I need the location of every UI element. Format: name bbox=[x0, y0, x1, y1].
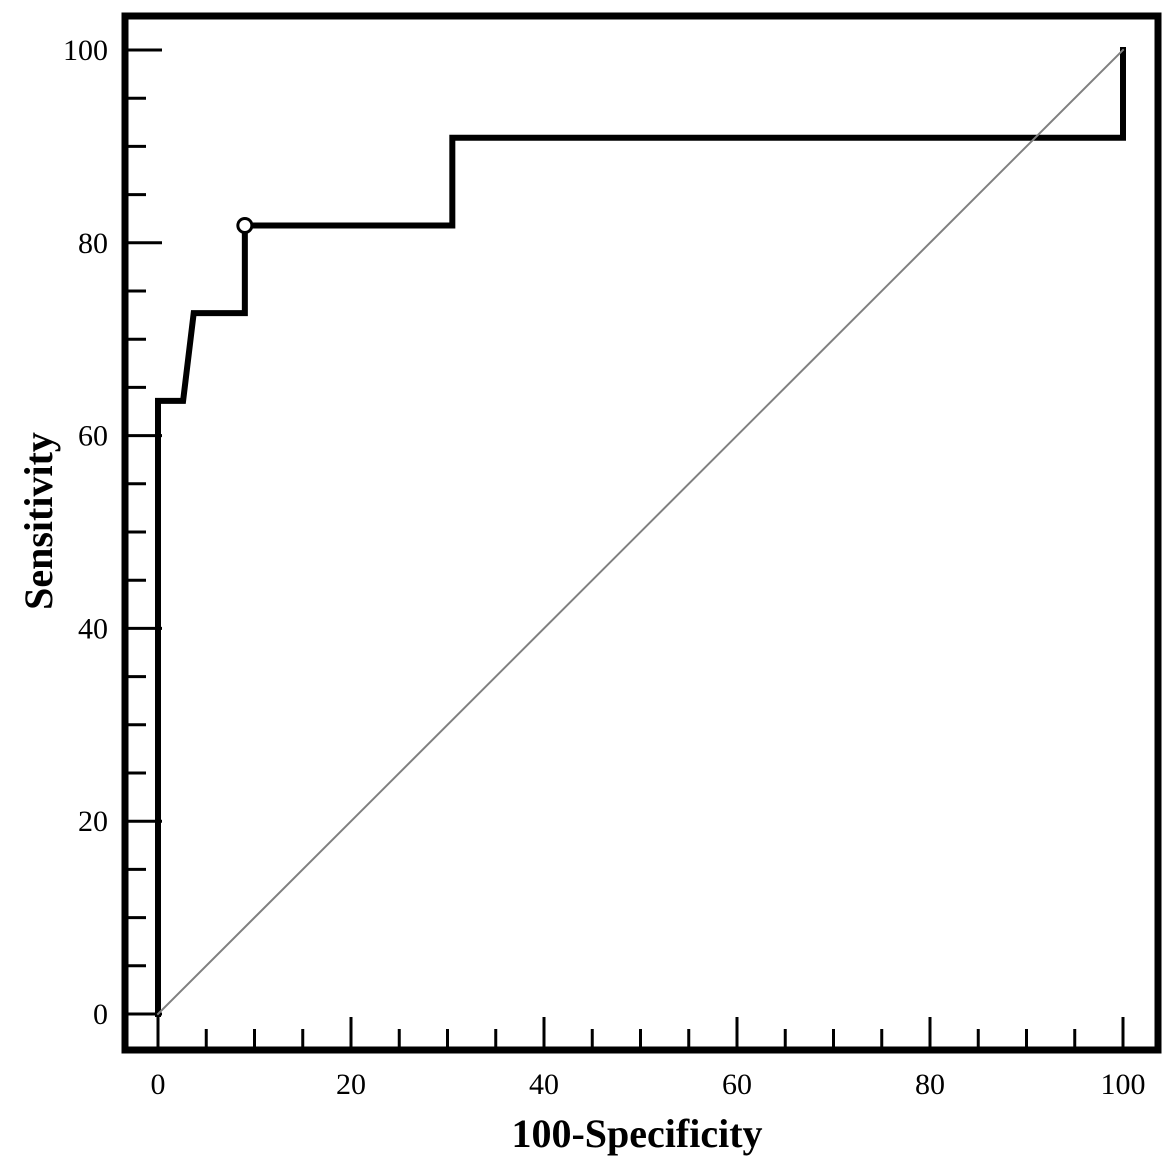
series-layer bbox=[155, 47, 1126, 1017]
reference-diagonal-line bbox=[156, 48, 1125, 1016]
x-axis-ticks bbox=[156, 1017, 1125, 1047]
x-tick-label: 80 bbox=[915, 1068, 945, 1101]
operating-point-marker bbox=[236, 216, 254, 234]
y-tick-label: 60 bbox=[78, 420, 108, 453]
y-axis-tick-labels: 0 20 40 60 80 100 bbox=[63, 34, 108, 1031]
x-tick-label: 0 bbox=[151, 1068, 166, 1101]
x-axis-title: 100-Specificity bbox=[511, 1111, 762, 1156]
y-axis-title: Sensitivity bbox=[16, 432, 61, 610]
x-axis-tick-labels: 0 20 40 60 80 100 bbox=[151, 1068, 1146, 1101]
roc-curve-line bbox=[155, 47, 1126, 1017]
y-tick-label: 0 bbox=[93, 998, 108, 1031]
x-tick-label: 40 bbox=[529, 1068, 559, 1101]
y-tick-label: 80 bbox=[78, 227, 108, 260]
y-tick-label: 100 bbox=[63, 34, 108, 67]
y-tick-label: 40 bbox=[78, 612, 108, 645]
x-tick-label: 20 bbox=[336, 1068, 366, 1101]
y-tick-label: 20 bbox=[78, 805, 108, 838]
x-tick-label: 100 bbox=[1101, 1068, 1146, 1101]
x-tick-label: 60 bbox=[722, 1068, 752, 1101]
